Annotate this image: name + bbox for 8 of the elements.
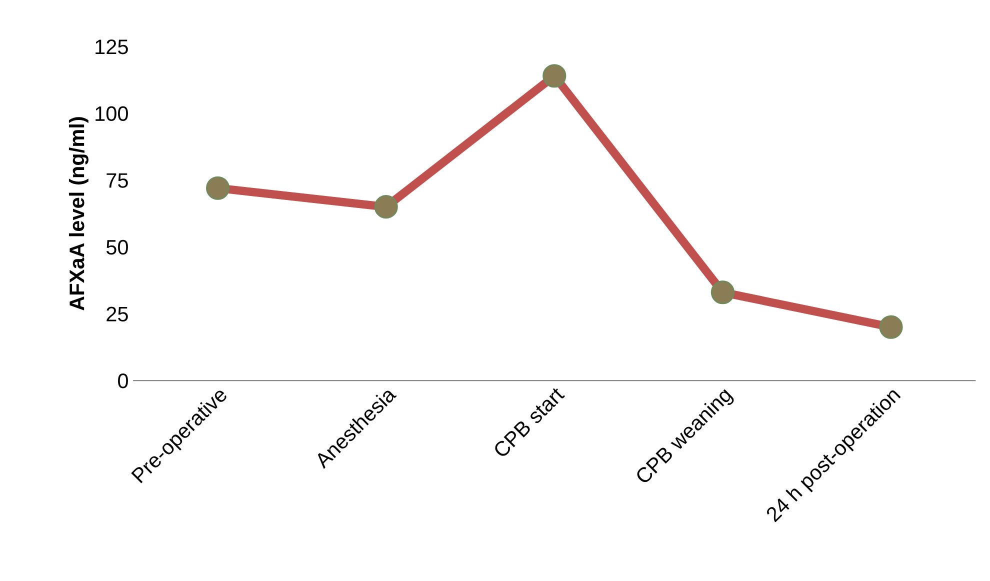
y-tick-label: 100 (96, 106, 128, 122)
y-tick-label: 0 (118, 374, 128, 388)
y-tick-label: 125 (96, 39, 128, 54)
y-axis-title: AFXaA level (ng/ml) (68, 117, 88, 310)
y-tick-label: 50 (106, 240, 128, 255)
x-tick-label: CPB start (492, 386, 566, 459)
y-tick-label: 75 (106, 173, 128, 188)
y-tick-label: 25 (106, 306, 128, 322)
